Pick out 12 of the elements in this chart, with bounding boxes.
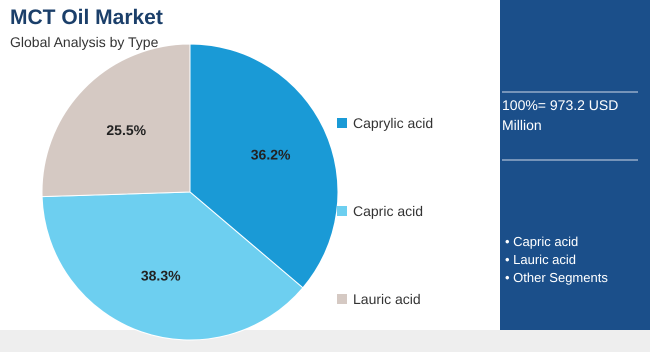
data-label: 25.5% <box>106 122 147 138</box>
data-label: 36.2% <box>250 146 291 163</box>
chart-title: MCT Oil Market <box>10 6 163 29</box>
chart-subtitle: Global Analysis by Type <box>10 34 159 50</box>
text: • Other Segments <box>505 270 608 285</box>
text: 100%= 973.2 USD Million <box>502 96 620 135</box>
legend-label: Caprylic acid <box>353 114 434 131</box>
data-label: 38.3% <box>140 268 182 284</box>
text: • Capric acid <box>505 234 578 249</box>
legend-label: Lauric acid <box>353 290 421 307</box>
text: • Lauric acid <box>505 252 576 267</box>
legend-label: Capric acid <box>353 202 424 219</box>
